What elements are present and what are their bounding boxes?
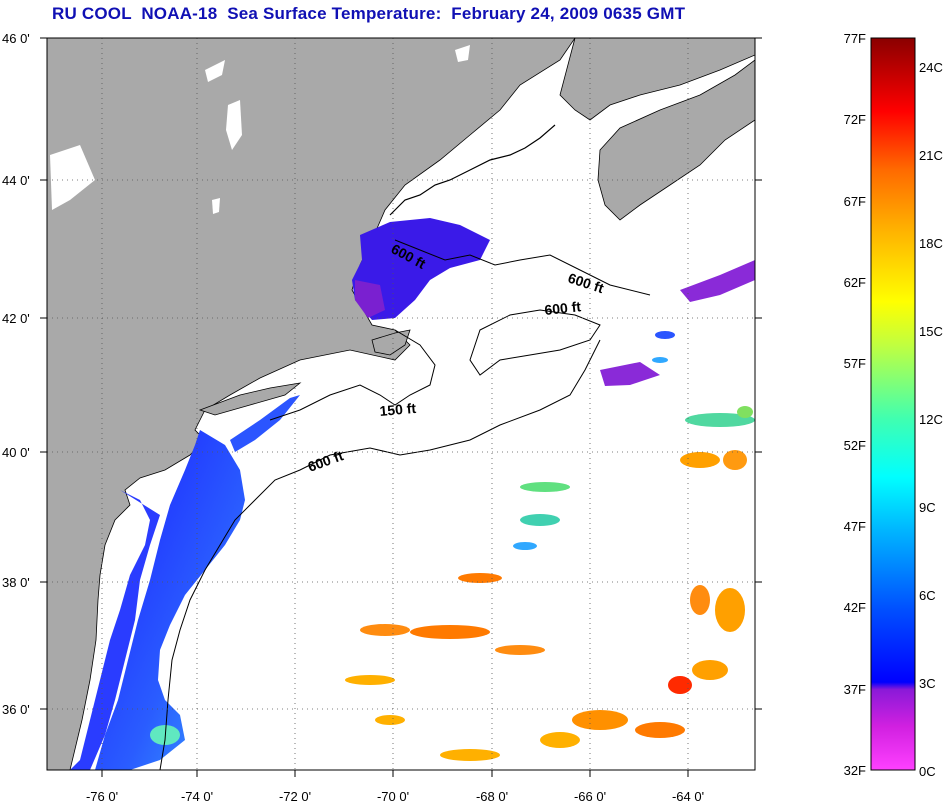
colorbar-c-label: 3C [919, 676, 936, 691]
lon-label: -70 0' [377, 789, 409, 804]
contour-600ft-shelf [159, 339, 601, 770]
lat-label: 36 0' [2, 702, 30, 717]
land-cape-cod [371, 329, 411, 356]
lake [455, 45, 470, 62]
colorbar-c-label: 21C [919, 148, 943, 163]
colorbar-f-label: 37F [844, 682, 866, 697]
sst-chesapeake [70, 490, 160, 770]
lon-label: -72 0' [279, 789, 311, 804]
lon-label: -68 0' [476, 789, 508, 804]
coast-maine-detail [389, 124, 556, 216]
sst-blue-strip [230, 395, 300, 452]
lake [205, 60, 225, 82]
sst-purple-patch [680, 260, 755, 302]
colorbar [870, 37, 916, 771]
colorbar-f-label: 47F [844, 519, 866, 534]
lat-label: 44 0' [2, 173, 30, 188]
colorbar-f-label: 77F [844, 31, 866, 46]
sst-purple-patch [355, 280, 385, 318]
colorbar-f-label: 52F [844, 438, 866, 453]
contour-label-600ft: 600 ft [544, 298, 582, 318]
colorbar-f-label: 62F [844, 275, 866, 290]
lat-label: 40 0' [2, 445, 30, 460]
sst-purple-patch [600, 362, 660, 386]
colorbar-c-label: 15C [919, 324, 943, 339]
lat-label: 42 0' [2, 311, 30, 326]
land-long-island [198, 382, 302, 416]
contour-150ft [269, 329, 436, 421]
colorbar-f-label: 72F [844, 112, 866, 127]
colorbar-c-label: 12C [919, 412, 943, 427]
lon-label: -66 0' [574, 789, 606, 804]
colorbar-f-label: 42F [844, 600, 866, 615]
land-new-brunswick [559, 38, 755, 121]
colorbar-c-label: 6C [919, 588, 936, 603]
contour-georges [469, 309, 601, 376]
sst-warm-patches [345, 450, 747, 761]
colorbar-c-label: 9C [919, 500, 936, 515]
lon-label: -64 0' [672, 789, 704, 804]
land-us-coast [47, 38, 576, 770]
graticule [47, 38, 755, 770]
lat-label: 38 0' [2, 575, 30, 590]
lon-label: -76 0' [86, 789, 118, 804]
colorbar-c-label: 0C [919, 764, 936, 779]
contour-label-150ft: 150 ft [379, 400, 417, 419]
lon-label: -74 0' [181, 789, 213, 804]
map-title: RU COOL NOAA-18 Sea Surface Temperature:… [52, 4, 686, 23]
map-frame [46, 37, 756, 771]
sst-mid-atlantic-band [95, 430, 245, 770]
axis-ticks [40, 37, 762, 777]
colorbar-f-label: 32F [844, 763, 866, 778]
colorbar-c-label: 18C [919, 236, 943, 251]
lat-label: 46 0' [2, 31, 30, 46]
colorbar-f-label: 67F [844, 194, 866, 209]
contour-600ft-gom [394, 239, 651, 296]
colorbar-f-label: 57F [844, 356, 866, 371]
colorbar-c-label: 24C [919, 60, 943, 75]
sst-gulf-of-maine [352, 218, 490, 320]
lake [226, 100, 242, 150]
lake [212, 198, 220, 214]
lake [50, 145, 95, 210]
